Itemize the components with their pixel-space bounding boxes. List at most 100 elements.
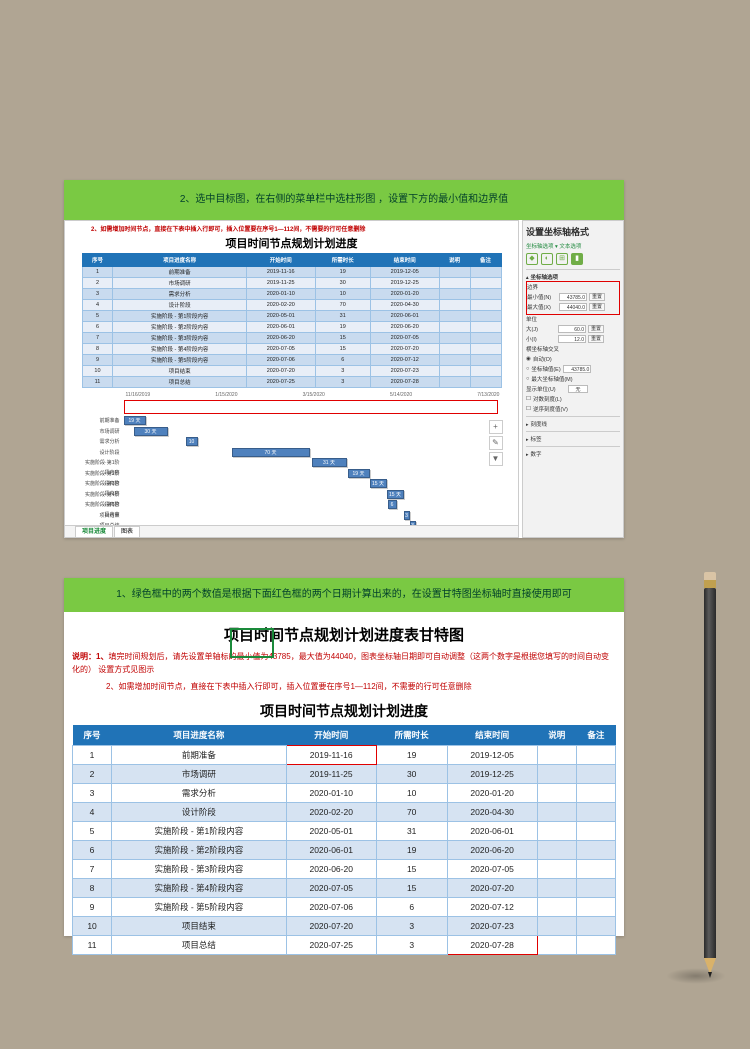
p2-th-cell: 开始时间 <box>286 725 376 746</box>
gantt-chart[interactable]: 11/16/20191/15/20203/15/20205/14/20207/1… <box>82 392 502 532</box>
gantt-bar[interactable]: 15 天 <box>370 479 387 488</box>
p2-td-cell: 11 <box>73 936 112 955</box>
p1-td-cell: 2019-12-25 <box>370 278 439 289</box>
p2-td-cell <box>537 841 576 860</box>
p1-td-cell <box>470 267 501 278</box>
p1-td-cell <box>439 344 470 355</box>
panel-subtitle: 坐标轴选项 ▾ 文本选项 <box>526 242 620 250</box>
size-icon[interactable]: ⊞ <box>556 253 568 265</box>
excel-frame: 2、如需增加时间节点，直接在下表中插入行即可，插入位置要在序号1—112间，不需… <box>64 220 624 538</box>
ticks-section[interactable]: 刻度线 <box>531 422 548 428</box>
p1-td-cell: 3 <box>315 377 370 388</box>
p1-td-cell <box>439 267 470 278</box>
radio-maxcross[interactable]: ○ <box>526 376 529 382</box>
gantt-bar[interactable]: 10 天 <box>186 437 198 446</box>
p2-td-cell: 1 <box>73 746 112 765</box>
max-input[interactable]: 44040.0 <box>559 303 587 311</box>
p2-td-cell: 31 <box>376 822 447 841</box>
p2-note-1: 说明：1、填完时间规划后，请先设置单轴标的最小值为43785，最大值为44040… <box>72 651 616 677</box>
major-reset-button[interactable]: 重置 <box>588 325 604 333</box>
p1-td-cell: 30 <box>315 278 370 289</box>
gantt-row-label: 实施阶段·第1阶段内容 <box>82 458 122 468</box>
gantt-bar[interactable]: 3天 <box>404 511 410 520</box>
display-units-select[interactable]: 无 <box>568 385 588 393</box>
p1-td-cell: 2020-01-10 <box>246 289 315 300</box>
p2-td-cell: 项目总结 <box>112 936 287 955</box>
p2-td-cell <box>576 746 615 765</box>
green-indicator-box <box>230 628 274 658</box>
p2-td-cell: 2020-01-10 <box>286 784 376 803</box>
chart-brush-icon[interactable]: ✎ <box>489 436 503 450</box>
p1-td-cell: 2020-02-20 <box>246 300 315 311</box>
p1-td-cell <box>439 289 470 300</box>
p1-td-cell <box>470 278 501 289</box>
p2-td-cell: 2020-07-28 <box>447 936 537 955</box>
min-input[interactable]: 43785.0 <box>559 293 587 301</box>
p1-td-cell: 2020-06-01 <box>370 311 439 322</box>
sheet-tab-1[interactable]: 项目进度 <box>75 526 113 537</box>
numbers-section[interactable]: 数字 <box>531 452 542 458</box>
checkbox-reverse[interactable]: ☐ <box>526 406 531 412</box>
gantt-bar[interactable]: 70 天 <box>232 448 310 457</box>
p2-td-cell: 需求分析 <box>112 784 287 803</box>
format-axis-panel: 设置坐标轴格式 坐标轴选项 ▾ 文本选项 ◆ ◐ ⊞ ▮ ▴坐标轴选项 边界 最… <box>522 220 624 538</box>
fill-icon[interactable]: ◆ <box>526 253 538 265</box>
cross-label: 横坐标轴交叉 <box>526 345 620 353</box>
major-input[interactable]: 60.0 <box>558 325 586 333</box>
p2-td-cell <box>576 765 615 784</box>
p2-note-2: 2、如需增加时间节点，直接在下表中插入行即可，插入位置要在序号1—112间，不需… <box>72 681 616 694</box>
p2-td-cell: 2 <box>73 765 112 784</box>
p1-td-cell: 3 <box>82 289 113 300</box>
sheet-tab-2[interactable]: 图表 <box>114 526 140 537</box>
gantt-bar[interactable]: 19 天 <box>348 469 370 478</box>
p2-td-cell: 实施阶段 - 第1阶段内容 <box>112 822 287 841</box>
p2-main-title: 项目时间节点规划计划进度表甘特图 <box>72 624 616 645</box>
effects-icon[interactable]: ◐ <box>541 253 553 265</box>
p2-td-cell: 2020-07-20 <box>286 917 376 936</box>
minor-input[interactable]: 12.0 <box>558 335 586 343</box>
p2-th-cell: 说明 <box>537 725 576 746</box>
sheet-tabs: 项目进度 图表 <box>65 525 518 537</box>
gantt-bar[interactable]: 19 天 <box>124 416 146 425</box>
max-reset-button[interactable]: 重置 <box>589 303 605 311</box>
p1-td-cell: 6 <box>82 322 113 333</box>
p1-th-cell: 项目进度名称 <box>113 254 246 267</box>
radio-value[interactable]: ○ <box>526 366 529 372</box>
p2-td-cell <box>576 841 615 860</box>
p1-td-cell: 项目总结 <box>113 377 246 388</box>
p1-td-cell: 项目结束 <box>113 366 246 377</box>
p1-td-cell <box>470 300 501 311</box>
radio-auto[interactable]: ◉ <box>526 356 531 362</box>
gantt-bar[interactable]: 30 天 <box>134 427 168 436</box>
p2-progress-table: 序号项目进度名称开始时间所需时长结束时间说明备注 1前期准备2019-11-16… <box>72 725 616 955</box>
p2-td-cell: 30 <box>376 765 447 784</box>
p1-td-cell <box>470 322 501 333</box>
p1-th-cell: 开始时间 <box>246 254 315 267</box>
maxcross-label: 最大坐标轴值(M) <box>531 375 572 383</box>
gantt-bar[interactable]: 15 天 <box>387 490 404 499</box>
p2-td-cell: 市场调研 <box>112 765 287 784</box>
p2-td-cell: 2019-12-05 <box>447 746 537 765</box>
gantt-bar[interactable]: 31 天 <box>312 458 347 467</box>
checkbox-log[interactable]: ☐ <box>526 396 531 402</box>
p2-td-cell <box>537 898 576 917</box>
axis-icon[interactable]: ▮ <box>571 253 583 265</box>
p2-td-cell: 2020-07-23 <box>447 917 537 936</box>
min-reset-button[interactable]: 重置 <box>589 293 605 301</box>
p2-th-cell: 所需时长 <box>376 725 447 746</box>
chart-filter-icon[interactable]: ▼ <box>489 452 503 466</box>
p1-td-cell <box>470 366 501 377</box>
labels-section[interactable]: 标签 <box>531 437 542 443</box>
chart-side-tools: + ✎ ▼ <box>489 420 503 466</box>
p2-td-cell <box>537 879 576 898</box>
value-at-input[interactable]: 43785.0 <box>563 365 591 373</box>
gantt-bar[interactable]: 6 天 <box>388 500 397 509</box>
p1-td-cell: 实施阶段 - 第5阶段内容 <box>113 355 246 366</box>
p1-td-cell: 2020-04-30 <box>370 300 439 311</box>
p1-td-cell: 2020-01-20 <box>370 289 439 300</box>
page-2: 1、绿色框中的两个数值是根据下面红色框的两个日期计算出来的，在设置甘特图坐标轴时… <box>64 578 624 936</box>
chart-plus-icon[interactable]: + <box>489 420 503 434</box>
minor-reset-button[interactable]: 重置 <box>588 335 604 343</box>
p1-td-cell <box>439 366 470 377</box>
p2-td-cell: 2020-07-05 <box>447 860 537 879</box>
